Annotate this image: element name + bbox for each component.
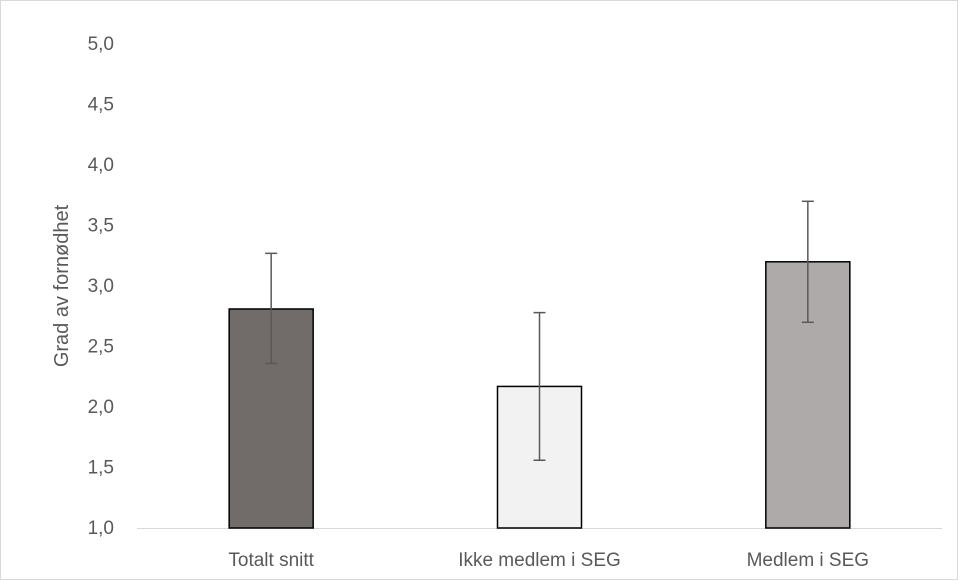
y-tick-label: 3,5 (88, 216, 114, 237)
error-bar (533, 311, 546, 461)
y-tick-label: 2,5 (88, 337, 114, 358)
x-tick-label: Ikke medlem i SEG (458, 550, 621, 571)
x-tick-label: Medlem i SEG (747, 550, 869, 571)
y-tick-label: 1,5 (88, 458, 114, 479)
x-tick-label: Totalt snitt (228, 550, 314, 571)
y-axis-title: Grad av fornødhet (51, 204, 73, 367)
error-bars (265, 200, 814, 461)
error-bar (801, 200, 814, 324)
y-tick-label: 4,0 (88, 155, 114, 176)
x-tick-labels: Totalt snitt Ikke medlem i SEG Medlem i SE… (228, 550, 869, 571)
y-tick-label: 1,0 (88, 518, 114, 539)
y-tick-label: 2,0 (88, 397, 114, 418)
y-tick-label: 4,5 (88, 95, 114, 116)
y-tick-label: 5,0 (88, 34, 114, 55)
y-tick-labels: 1,0 1,5 2,0 2,5 3,0 3,5 4,0 4,5 5,0 (88, 34, 114, 539)
error-bar (265, 252, 278, 365)
y-tick-label: 3,0 (88, 276, 114, 297)
